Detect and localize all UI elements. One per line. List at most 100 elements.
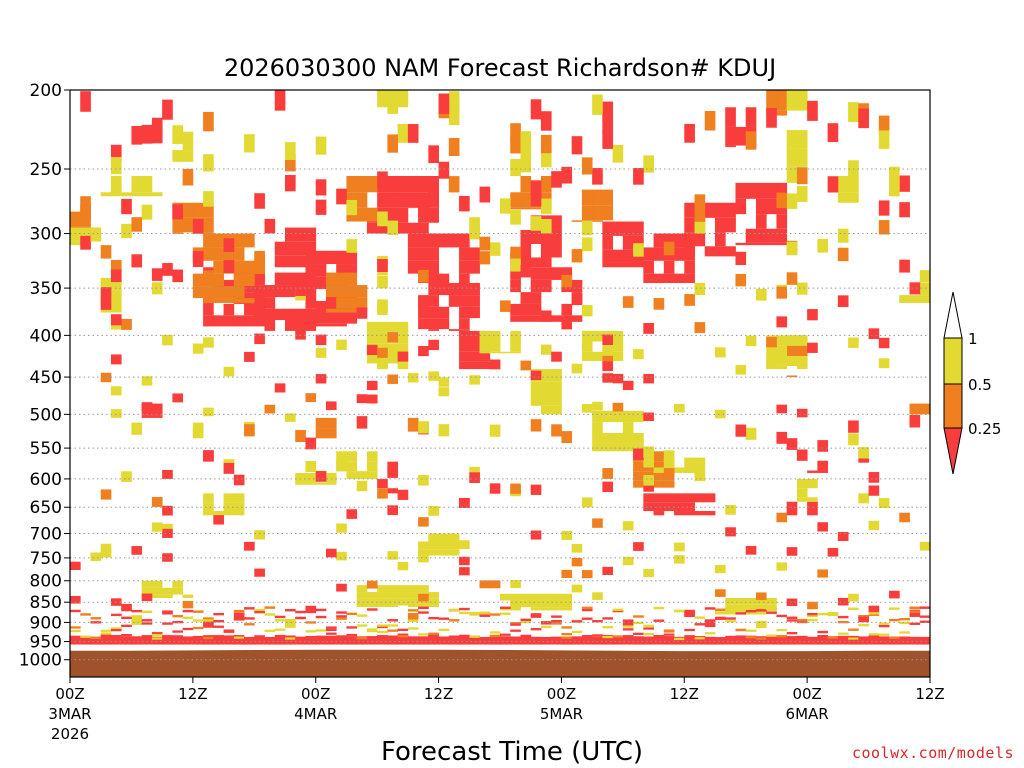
band-cell [397, 633, 409, 636]
heat-cell [438, 306, 450, 319]
heat-cell [285, 175, 296, 192]
heat-cell [407, 605, 419, 608]
heat-cell [397, 598, 409, 606]
band-cell [540, 636, 552, 645]
heat-cell [684, 493, 695, 503]
y-tick-label: 650 [30, 498, 62, 518]
heat-cell [674, 511, 685, 516]
heat-cell [192, 218, 204, 234]
heat-cell [151, 282, 163, 295]
heat-cell [377, 276, 388, 289]
heat-cell [622, 556, 634, 566]
heat-cell [223, 303, 235, 316]
band-cell [469, 613, 480, 616]
heat-cell [745, 182, 757, 199]
heat-cell [592, 592, 603, 600]
heat-cell [172, 587, 184, 595]
heat-cell [571, 363, 583, 374]
heat-cell [131, 125, 143, 145]
band-cell [715, 637, 726, 645]
heat-cell [448, 549, 460, 556]
heat-cell [295, 472, 306, 483]
band-cell [899, 618, 910, 621]
heat-cell [653, 480, 665, 488]
heat-cell [837, 597, 849, 606]
heat-cell [325, 472, 337, 483]
heat-cell [141, 204, 153, 220]
band-cell [858, 636, 869, 645]
heat-cell [479, 580, 491, 589]
heat-cell [172, 125, 184, 144]
y-tick-label: 750 [30, 549, 62, 569]
heat-cell [387, 467, 399, 478]
heat-cell [244, 298, 255, 303]
heat-cell [366, 451, 378, 462]
heat-cell [172, 204, 184, 220]
heat-cell [346, 272, 358, 286]
heat-cell [622, 432, 634, 444]
heat-cell [540, 344, 552, 355]
band-cell [80, 636, 91, 640]
heat-cell [643, 155, 654, 173]
heat-cell [520, 155, 532, 173]
heat-cell [674, 273, 685, 284]
band-cell [100, 629, 112, 633]
heat-cell [479, 236, 491, 251]
heat-cell [755, 288, 767, 301]
heat-cell [735, 273, 747, 287]
heat-cell [141, 580, 153, 588]
band-cell [612, 635, 624, 645]
heat-cell [244, 424, 255, 437]
heat-cell [356, 285, 368, 298]
band-cell [172, 615, 184, 618]
band-cell [172, 630, 184, 633]
band-cell [192, 635, 204, 645]
heat-cell [715, 202, 726, 218]
heat-cell [848, 420, 859, 433]
heat-cell [141, 402, 153, 411]
heat-cell [305, 241, 317, 256]
heat-cell [602, 373, 614, 383]
band-cell [776, 635, 788, 638]
heat-cell [110, 301, 122, 313]
heat-cell [213, 286, 224, 299]
heat-cell [336, 451, 347, 462]
heat-cell [366, 222, 378, 234]
color-legend: 1 0.5 0.25 [943, 291, 1001, 475]
heat-cell [397, 192, 409, 208]
heat-cell [766, 108, 777, 128]
heat-cell [817, 569, 829, 578]
band-cell [244, 607, 255, 610]
heat-cell [295, 320, 306, 331]
heat-cell [786, 510, 798, 516]
heat-cell [540, 279, 552, 293]
heat-cell [285, 618, 296, 627]
heat-cell [633, 410, 644, 423]
heat-cell [141, 192, 153, 197]
heat-cell [602, 361, 614, 372]
heat-cell [551, 369, 562, 379]
heat-cell [162, 505, 173, 516]
y-tick-label: 850 [30, 593, 62, 613]
band-cell [581, 635, 593, 645]
heat-cell [254, 193, 265, 209]
band-cell [274, 628, 286, 631]
heat-cell [428, 318, 439, 330]
heat-cell [305, 460, 317, 472]
x-axis: 00Z 3MAR 2026 12Z 00Z 4MAR 12Z 00Z 5MAR 12Z 00Z 6MA… [48, 677, 945, 743]
heat-cell [233, 511, 245, 516]
heat-cell [622, 249, 634, 263]
band-cell [725, 609, 736, 612]
heat-cell [397, 585, 409, 593]
heat-cell [70, 227, 81, 242]
band-cell [827, 613, 839, 617]
band-cell [581, 617, 593, 620]
band-cell [868, 612, 880, 615]
heat-cell [837, 228, 849, 243]
heat-cell [315, 482, 327, 485]
band-cell [418, 633, 429, 636]
heat-cell [100, 543, 112, 553]
heat-cell [428, 247, 439, 261]
heat-cell [520, 360, 532, 371]
heat-cell [110, 269, 122, 283]
